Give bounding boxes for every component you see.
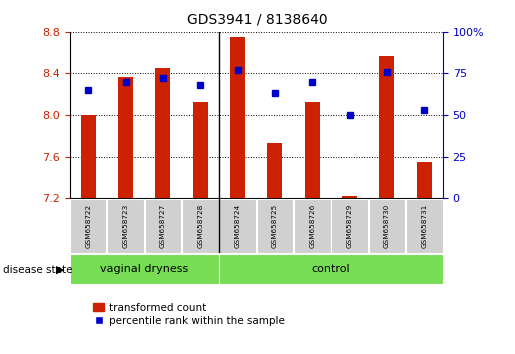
FancyBboxPatch shape (70, 254, 219, 284)
Text: GSM658727: GSM658727 (160, 204, 166, 248)
Bar (380, 56, 394, 198)
Text: GSM658731: GSM658731 (421, 204, 427, 248)
Bar (156, 68, 170, 198)
Bar (193, 102, 208, 198)
Text: GSM658722: GSM658722 (85, 204, 91, 248)
Bar (305, 102, 320, 198)
Text: GSM658723: GSM658723 (123, 204, 129, 248)
FancyBboxPatch shape (369, 199, 405, 252)
Bar (417, 162, 432, 198)
Text: GSM658729: GSM658729 (347, 204, 353, 248)
Legend: transformed count, percentile rank within the sample: transformed count, percentile rank withi… (93, 303, 285, 326)
Text: disease state: disease state (3, 265, 72, 275)
FancyBboxPatch shape (294, 199, 331, 252)
Text: vaginal dryness: vaginal dryness (100, 264, 188, 274)
Bar (81, 115, 96, 198)
Text: GSM658728: GSM658728 (197, 204, 203, 248)
FancyBboxPatch shape (219, 199, 256, 252)
Text: GSM658726: GSM658726 (309, 204, 315, 248)
Text: GSM658730: GSM658730 (384, 204, 390, 248)
Text: control: control (312, 264, 350, 274)
FancyBboxPatch shape (145, 199, 181, 252)
FancyBboxPatch shape (406, 199, 442, 252)
Text: GSM658725: GSM658725 (272, 204, 278, 248)
FancyBboxPatch shape (107, 199, 144, 252)
Bar (230, 37, 245, 198)
Bar (118, 76, 133, 198)
Text: GDS3941 / 8138640: GDS3941 / 8138640 (187, 12, 328, 27)
FancyBboxPatch shape (70, 199, 107, 252)
FancyBboxPatch shape (256, 199, 293, 252)
Bar (342, 196, 357, 198)
Text: GSM658724: GSM658724 (234, 204, 241, 248)
FancyBboxPatch shape (331, 199, 368, 252)
FancyBboxPatch shape (182, 199, 218, 252)
Bar (267, 143, 282, 198)
FancyBboxPatch shape (219, 254, 443, 284)
Text: ▶: ▶ (56, 265, 64, 275)
